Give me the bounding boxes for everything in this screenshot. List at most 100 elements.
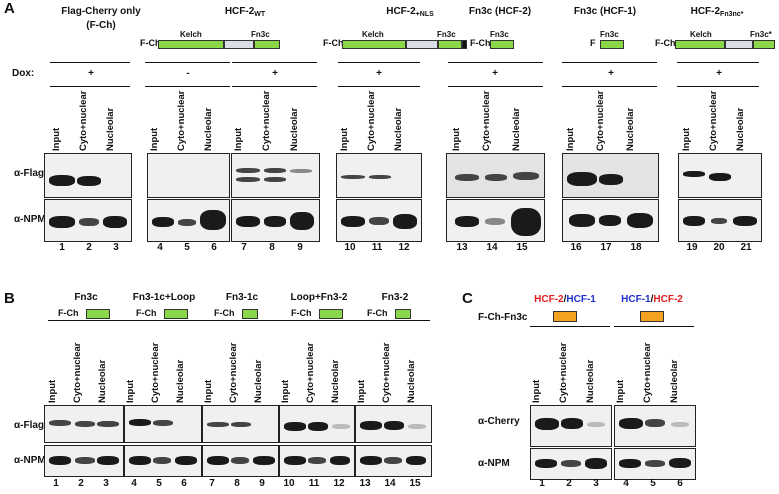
blot-b-flag-3: [202, 405, 279, 443]
lane-number-b-12: 12: [333, 478, 345, 489]
lane-label-c-1-1: Cyto+nuclear: [642, 342, 653, 403]
lane-number-c-2: 2: [566, 478, 572, 489]
rule-a4: [338, 62, 420, 63]
lane-label-a-1-2: Nucleolar: [203, 107, 214, 151]
blot-a-npm-5: [446, 199, 545, 242]
rule-b4: [338, 86, 420, 87]
lane-label-b-3-1: Cyto+nuclear: [305, 342, 316, 403]
construct-label-fch: F-Ch: [140, 38, 161, 48]
construct-label-b-1: F-Ch: [136, 308, 157, 318]
domain-label-fn3c: Fn3c: [251, 30, 270, 39]
lane-label-a-0-1: Cyto+nuclear: [78, 90, 89, 151]
panel-letter-c: C: [462, 290, 473, 307]
title-fch: Flag-Cherry only: [61, 6, 141, 17]
domain-label-kelch-nls: Kelch: [362, 30, 384, 39]
row-label-npm-c: α-NPM: [478, 458, 510, 469]
blot-b-flag-4: [279, 405, 355, 443]
row-label-npm-a: α-NPM: [14, 214, 46, 225]
title-fn3c-hcf2: Fn3c (HCF-2): [468, 6, 532, 17]
domain-label-kelch-star: Kelch: [690, 30, 712, 39]
construct-label-c: F-Ch-Fn3c: [478, 312, 528, 323]
rule-b3: [232, 86, 317, 87]
lane-number-b-8: 8: [234, 478, 240, 489]
lane-label-c-0-1: Cyto+nuclear: [558, 342, 569, 403]
blot-a-flag-3: [231, 153, 320, 198]
lane-label-b-2-2: Nucleolar: [253, 359, 264, 403]
lane-label-b-2-0: Input: [203, 379, 214, 403]
dox-6: +: [608, 68, 614, 79]
blot-a-npm-1: [44, 199, 132, 242]
title-hcf2-wt: HCF-2WT: [224, 6, 266, 18]
construct-c-1: [553, 311, 577, 322]
lane-number-a-16: 16: [570, 242, 582, 253]
dox-1: +: [88, 68, 94, 79]
lane-label-a-1-1: Cyto+nuclear: [176, 90, 187, 151]
rule-b1: [50, 86, 130, 87]
construct-hcf2-fn3nc: [675, 40, 775, 49]
lane-number-a-6: 6: [211, 242, 217, 253]
blot-b-flag-5: [355, 405, 432, 443]
blot-b-npm-1: [44, 445, 124, 477]
lane-number-b-10: 10: [283, 478, 295, 489]
row-label-flag-a: α-Flag: [14, 168, 45, 179]
rule-b6: [562, 86, 657, 87]
lane-number-b-7: 7: [209, 478, 215, 489]
lane-label-a-5-1: Cyto+nuclear: [595, 90, 606, 151]
lane-label-a-4-0: Input: [451, 127, 462, 151]
lane-label-a-5-2: Nucleolar: [625, 107, 636, 151]
lane-label-c-1-0: Input: [615, 379, 626, 403]
construct-c-2: [640, 311, 664, 322]
lane-label-b-2-1: Cyto+nuclear: [228, 342, 239, 403]
rule-a3: [232, 62, 317, 63]
blot-b-flag-1: [44, 405, 124, 443]
lane-number-b-1: 1: [53, 478, 59, 489]
blot-a-flag-4: [336, 153, 422, 198]
blot-c-cherry-2: [614, 405, 696, 447]
blot-a-flag-6: [562, 153, 659, 198]
rule-b2: [145, 86, 230, 87]
rule-b5: [448, 86, 543, 87]
lane-number-b-9: 9: [259, 478, 265, 489]
lane-number-a-2: 2: [86, 242, 92, 253]
rule-c-1: [530, 326, 610, 327]
domain-label-fn3c-hcf1: Fn3c: [600, 30, 619, 39]
lane-number-a-3: 3: [113, 242, 119, 253]
blot-a-flag-5: [446, 153, 545, 198]
lane-number-b-15: 15: [409, 478, 421, 489]
title-hcf2-nls: HCF-2+NLS: [386, 6, 434, 18]
title-b-3: Loop+Fn3-2: [290, 292, 348, 303]
title-fch-sub: (F-Ch): [86, 20, 116, 31]
lane-number-b-4: 4: [131, 478, 137, 489]
construct-label-f: F: [590, 38, 596, 48]
lane-label-a-3-0: Input: [339, 127, 350, 151]
lane-number-a-18: 18: [630, 242, 642, 253]
lane-number-a-15: 15: [516, 242, 528, 253]
row-label-cherry-c: α-Cherry: [478, 416, 520, 427]
construct-b-2: [242, 309, 258, 319]
construct-label-b-3: F-Ch: [291, 308, 312, 318]
lane-number-a-5: 5: [184, 242, 190, 253]
rule-a5: [448, 62, 543, 63]
lane-number-a-10: 10: [344, 242, 356, 253]
title-b-2: Fn3-1c: [225, 292, 259, 303]
lane-number-a-1: 1: [59, 242, 65, 253]
lane-label-a-2-2: Nucleolar: [289, 107, 300, 151]
title-b-4: Fn3-2: [381, 292, 409, 303]
lane-label-b-0-0: Input: [47, 379, 58, 403]
blot-a-flag-7: [678, 153, 762, 198]
lane-label-a-3-1: Cyto+nuclear: [366, 90, 377, 151]
lane-label-b-3-0: Input: [280, 379, 291, 403]
lane-number-a-11: 11: [371, 242, 383, 253]
lane-label-a-5-0: Input: [565, 127, 576, 151]
lane-number-b-14: 14: [384, 478, 396, 489]
blot-b-npm-3: [202, 445, 279, 477]
lane-number-b-5: 5: [156, 478, 162, 489]
blot-a-npm-2: [147, 199, 230, 242]
domain-label-fn3c-nls: Fn3c: [437, 30, 456, 39]
construct-b-0: [86, 309, 110, 319]
blot-c-cherry-1: [530, 405, 612, 447]
row-label-npm-b: α-NPM: [14, 455, 46, 466]
rule-a7: [677, 62, 759, 63]
lane-number-a-17: 17: [600, 242, 612, 253]
blot-b-npm-2: [124, 445, 202, 477]
